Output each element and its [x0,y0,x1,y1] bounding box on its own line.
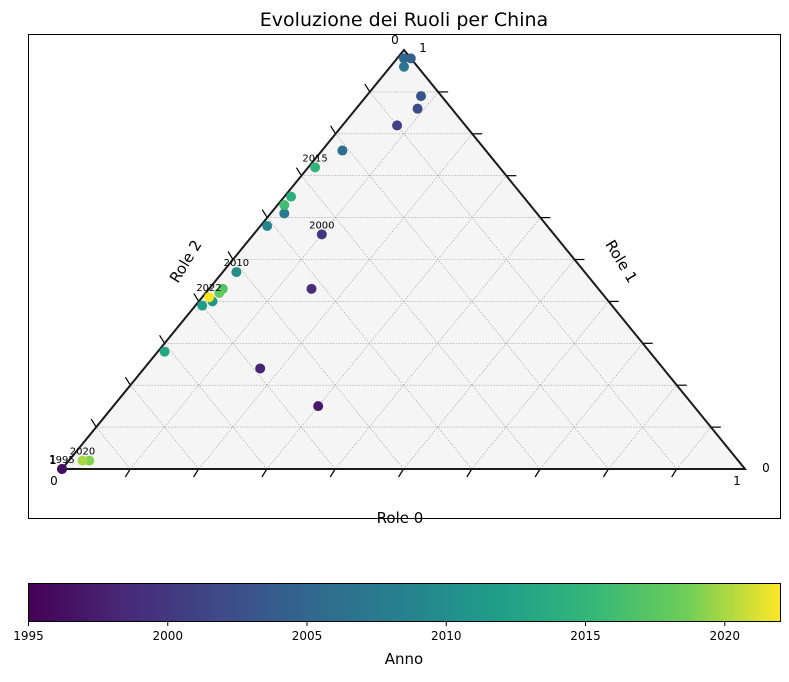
corner-label-left-lower: 0 [50,474,58,488]
grid-line [232,259,404,470]
grid-line [471,301,609,470]
data-point [310,162,321,173]
edge-tick [329,468,336,478]
edge-tick [534,468,541,478]
grid-line [369,91,677,470]
colorbar-tick-label: 2010 [431,629,462,643]
grid-line [198,301,336,470]
corner-label-right-lower: 1 [733,474,741,488]
colorbar-tick-label: 1995 [13,629,44,643]
data-point [57,464,67,474]
data-point [214,288,225,299]
grid-line [130,91,439,470]
data-point [279,208,290,219]
grid-line [403,259,575,470]
ternary-ticks [90,83,721,478]
edge-tick [159,334,166,344]
edge-tick [124,376,131,386]
edge-tick [602,468,609,478]
point-labels: 1995 2000 2010 2015 2020 2022 [49,153,334,466]
ternary-border [59,48,748,470]
data-point [279,200,290,211]
data-point [416,91,427,102]
data-point [286,191,297,202]
data-point [306,283,317,294]
edge-tick [295,167,302,177]
data-point [313,401,324,412]
data-point [316,229,327,240]
corner-label-right-upper: 0 [762,461,770,475]
axis-label-bottom: Role 0 [377,509,424,527]
grid-line [164,343,268,470]
colorbar [28,583,781,622]
data-points [57,53,427,474]
data-point [262,220,273,231]
data-point [392,120,403,131]
grid-line [130,385,199,470]
grid-line [539,343,643,470]
data-point [204,292,215,303]
edge-tick [364,83,371,93]
edge-tick [193,293,200,302]
point-year-label: 2022 [196,283,221,294]
grid-line [676,426,712,470]
chart-title: Evoluzione dei Ruoli per China [260,9,548,31]
grid-line [301,175,541,470]
colorbar-label: Anno [385,650,423,668]
data-point [398,61,409,72]
data-point [231,267,242,278]
data-point [337,145,348,156]
colorbar-tick-label: 2015 [570,629,601,643]
edge-tick [330,125,337,135]
grid-line [266,175,507,470]
data-point [159,346,170,357]
corner-label-top-left: 0 [391,33,399,47]
edge-tick [671,468,678,478]
edge-tick [124,468,131,478]
edge-tick [397,468,405,478]
data-point [197,300,208,311]
data-point [77,455,88,466]
corner-label-top-right: 1 [419,41,427,55]
colorbar-tick-label: 2020 [710,629,741,643]
edge-tick [261,209,268,218]
ternary-background [62,50,745,469]
data-point [398,53,409,64]
grid-line [95,426,131,470]
corner-label-left-upper: 1 [49,453,57,467]
colorbar-tick-label: 2000 [152,629,183,643]
point-year-label: 1995 [49,455,74,466]
grid-line [608,385,678,470]
data-point [255,363,266,374]
colorbar-tick-label: 2005 [292,629,323,643]
ternary-grid [95,91,712,470]
colorbar-ticks: 1995 2000 2005 2010 2015 2020 [13,621,741,643]
point-year-label: 2000 [309,220,334,231]
point-year-label: 2020 [70,447,95,458]
point-year-label: 2015 [302,153,327,164]
edge-tick [193,468,200,478]
edge-tick [466,468,473,478]
edge-tick [90,418,97,428]
point-year-label: 2010 [224,258,249,269]
edge-tick [261,468,268,478]
data-point [412,103,423,114]
edge-tick [227,251,234,260]
